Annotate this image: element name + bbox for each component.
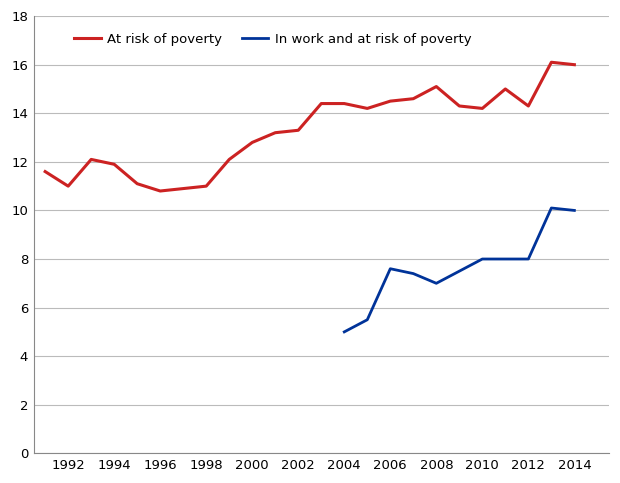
Legend: At risk of poverty, In work and at risk of poverty: At risk of poverty, In work and at risk …: [69, 27, 477, 51]
